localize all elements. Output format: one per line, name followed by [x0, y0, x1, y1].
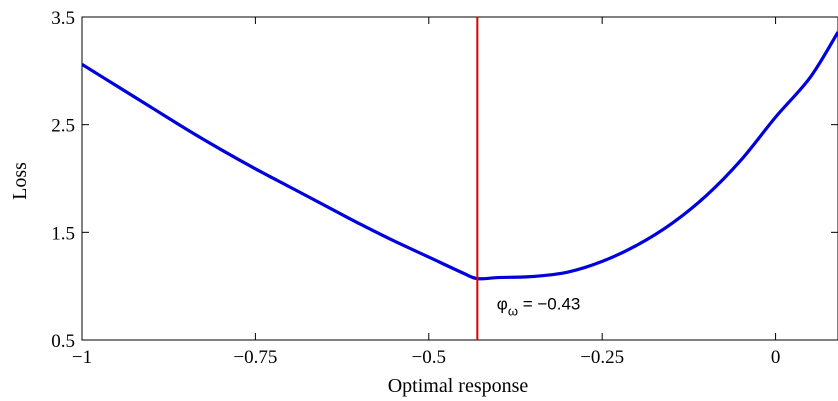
annotation-value: = −0.43	[518, 294, 580, 313]
annotation-subscript: ω	[508, 303, 518, 318]
x-tick-label: −1	[72, 347, 92, 368]
annotation-symbol: φ	[497, 294, 508, 313]
x-ticks: −1 −0.75 −0.5 −0.25 0	[72, 17, 780, 368]
x-tick-label: −0.5	[412, 347, 446, 368]
y-tick-label: 1.5	[51, 223, 75, 244]
vline-annotation: φω = −0.43	[497, 294, 581, 318]
x-tick-label: 0	[771, 347, 781, 368]
loss-curve	[82, 31, 838, 281]
plot-frame	[81, 16, 838, 341]
axes-frame	[81, 16, 838, 341]
x-tick-label: −0.75	[233, 347, 277, 368]
y-tick-label: 2.5	[51, 116, 75, 137]
series-group	[82, 31, 838, 281]
y-tick-label: 0.5	[51, 331, 75, 352]
y-ticks: 0.5 1.5 2.5 3.5	[51, 8, 838, 352]
x-axis-label: Optimal response	[388, 375, 529, 397]
x-tick-label: −0.25	[580, 347, 624, 368]
y-tick-label: 3.5	[51, 8, 75, 29]
y-axis-label: Loss	[9, 162, 31, 200]
